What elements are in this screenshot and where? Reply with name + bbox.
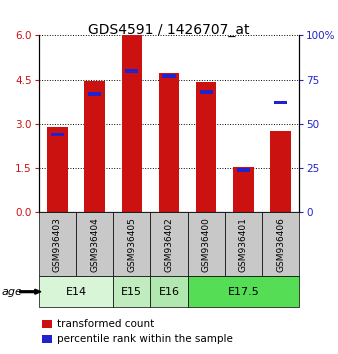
Bar xyxy=(39,276,113,307)
Text: GSM936400: GSM936400 xyxy=(202,217,211,272)
Bar xyxy=(51,133,64,136)
Text: GDS4591 / 1426707_at: GDS4591 / 1426707_at xyxy=(88,23,250,37)
Bar xyxy=(47,127,68,212)
Bar xyxy=(150,276,188,307)
Bar xyxy=(113,276,150,307)
Bar xyxy=(84,80,105,212)
Bar xyxy=(88,92,101,96)
Text: transformed count: transformed count xyxy=(57,319,154,329)
Text: GSM936401: GSM936401 xyxy=(239,217,248,272)
Bar xyxy=(163,74,175,78)
Text: GSM936403: GSM936403 xyxy=(53,217,62,272)
Text: E17.5: E17.5 xyxy=(227,287,259,297)
Text: E15: E15 xyxy=(121,287,142,297)
Text: GSM936402: GSM936402 xyxy=(165,217,173,272)
Text: age: age xyxy=(2,287,23,297)
Bar xyxy=(225,212,262,276)
Bar xyxy=(262,212,299,276)
Text: GSM936404: GSM936404 xyxy=(90,217,99,272)
Text: GSM936406: GSM936406 xyxy=(276,217,285,272)
Text: percentile rank within the sample: percentile rank within the sample xyxy=(57,334,233,344)
Bar xyxy=(270,131,291,212)
Text: E16: E16 xyxy=(159,287,179,297)
Bar xyxy=(188,212,225,276)
Bar xyxy=(237,168,250,172)
Bar xyxy=(76,212,113,276)
Bar xyxy=(274,101,287,104)
Bar xyxy=(122,35,142,212)
Bar xyxy=(188,276,299,307)
Bar xyxy=(196,82,216,212)
Bar xyxy=(159,73,179,212)
Text: GSM936405: GSM936405 xyxy=(127,217,136,272)
Bar xyxy=(39,212,76,276)
Text: E14: E14 xyxy=(66,287,87,297)
Bar xyxy=(150,212,188,276)
Bar xyxy=(125,69,138,73)
Bar xyxy=(233,167,254,212)
Bar xyxy=(113,212,150,276)
Bar xyxy=(200,90,213,94)
